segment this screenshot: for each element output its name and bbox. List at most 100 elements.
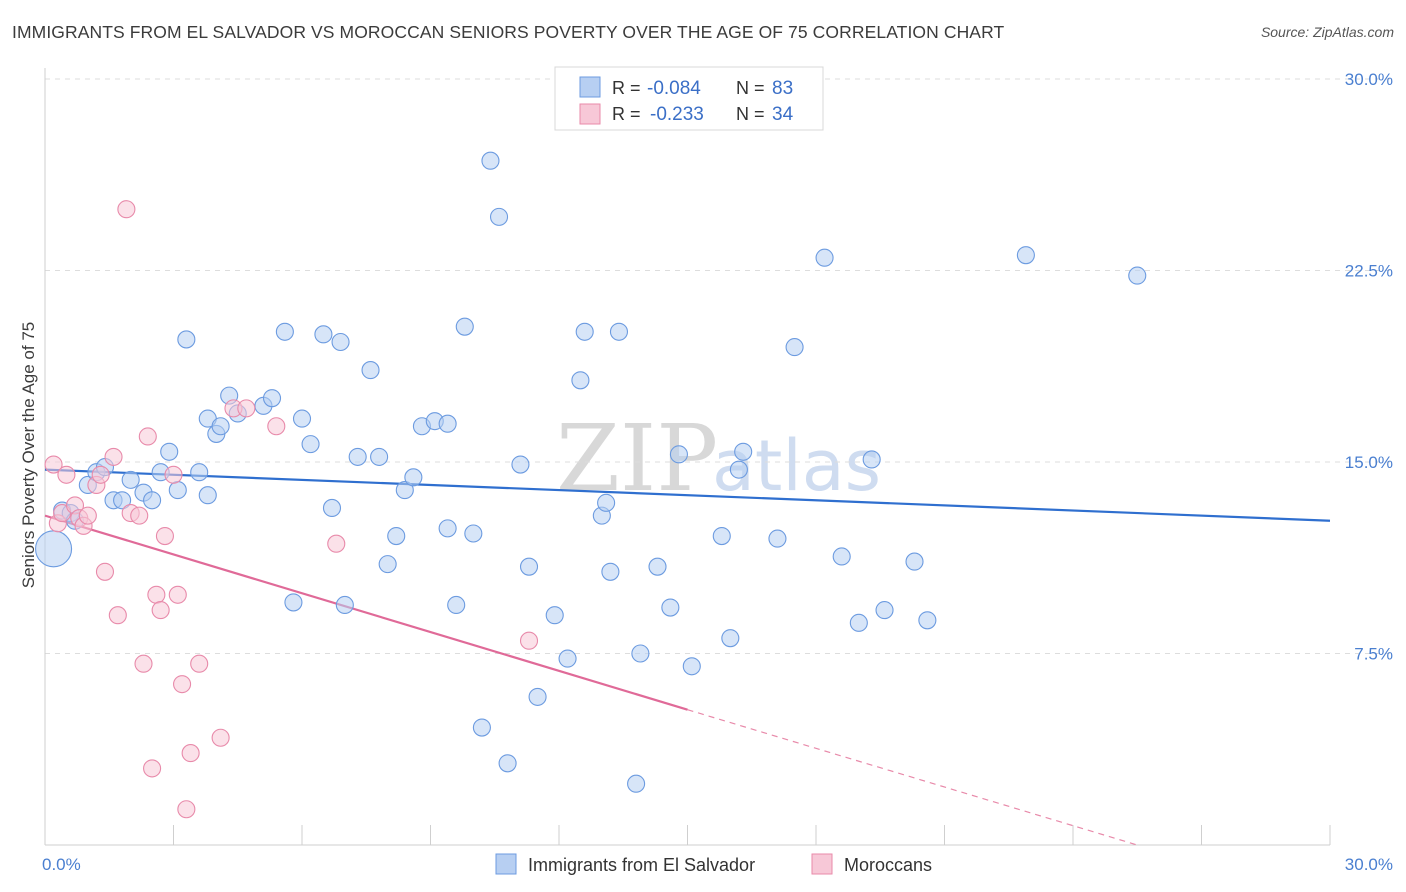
trend-line-dashed-moroccans — [687, 709, 1138, 846]
point-moroccans-27 — [190, 654, 209, 673]
point-moroccans-21 — [155, 526, 174, 546]
point-el-salvador-37 — [387, 526, 406, 546]
point-moroccans-11 — [104, 447, 123, 466]
point-moroccans-0 — [44, 455, 63, 474]
y-tick-label-3: 30.0% — [1345, 70, 1393, 89]
bottom-legend: Immigrants from El Salvador Moroccans — [495, 853, 932, 875]
axes — [44, 68, 1331, 846]
point-el-salvador-45 — [455, 317, 474, 336]
point-moroccans-18 — [143, 759, 162, 778]
legend-swatch-blue — [579, 76, 601, 98]
point-el-salvador-81 — [1016, 246, 1035, 265]
point-moroccans-10 — [95, 562, 115, 581]
point-el-salvador-11 — [143, 491, 162, 510]
point-el-salvador-25 — [275, 322, 294, 341]
point-el-salvador-27 — [292, 409, 312, 428]
point-el-salvador-46 — [464, 524, 483, 543]
y-axis-label: Seniors Poverty Over the Age of 75 — [19, 322, 38, 588]
point-el-salvador-28 — [301, 435, 320, 454]
point-el-salvador-60 — [601, 562, 620, 581]
point-el-salvador-64 — [648, 557, 667, 576]
point-el-salvador-14 — [168, 481, 187, 500]
point-moroccans-17 — [138, 427, 157, 446]
point-el-salvador-78 — [875, 601, 894, 620]
point-moroccans-28 — [211, 728, 230, 747]
point-el-salvador-9 — [121, 470, 140, 489]
point-el-salvador-79 — [905, 552, 924, 571]
point-moroccans-13 — [117, 200, 136, 219]
x-tick-labels: 0.0% 30.0% — [42, 855, 1393, 874]
bottom-legend-label-moroccans: Moroccans — [844, 855, 932, 875]
point-el-salvador-15 — [177, 330, 196, 349]
point-moroccans-22 — [164, 465, 183, 484]
point-el-salvador-31 — [331, 332, 350, 352]
point-el-salvador-76 — [849, 613, 868, 632]
point-el-salvador-29 — [314, 325, 333, 344]
point-moroccans-30 — [237, 399, 256, 418]
bottom-legend-swatch-moroccans — [811, 853, 833, 875]
point-el-salvador-8 — [113, 491, 132, 510]
point-el-salvador-67 — [682, 657, 701, 676]
point-el-salvador-39 — [404, 468, 423, 487]
point-el-salvador-73 — [785, 338, 804, 357]
bottom-legend-swatch-el-salvador — [495, 853, 517, 875]
point-el-salvador-75 — [832, 547, 851, 566]
legend-r-label-1: R = — [612, 78, 641, 98]
point-el-salvador-38 — [395, 481, 414, 500]
point-el-salvador-61 — [609, 322, 629, 341]
point-moroccans-15 — [130, 506, 149, 525]
point-moroccans-32 — [327, 534, 346, 553]
point-el-salvador-62 — [627, 774, 646, 793]
source-label: Source: ZipAtlas.com — [1260, 24, 1394, 40]
point-el-salvador-82 — [1128, 266, 1147, 285]
point-el-salvador-80 — [918, 611, 937, 630]
point-el-salvador-56 — [571, 371, 590, 390]
point-moroccans-19 — [147, 585, 166, 604]
point-el-salvador-48 — [481, 151, 500, 170]
top-legend: R = -0.084 N = 83 R = -0.233 N = 34 — [554, 66, 824, 131]
point-el-salvador-66 — [669, 445, 688, 464]
point-moroccans-3 — [57, 465, 76, 484]
y-tick-label-0: 7.5% — [1354, 645, 1393, 664]
point-el-salvador-34 — [361, 361, 380, 380]
point-el-salvador-24 — [262, 389, 282, 408]
point-moroccans-24 — [173, 675, 192, 694]
y-tick-labels: 7.5% 15.0% 22.5% 30.0% — [1345, 70, 1393, 664]
point-el-salvador-74 — [815, 248, 834, 267]
point-moroccans-7 — [78, 506, 97, 525]
point-moroccans-16 — [134, 654, 153, 673]
point-el-salvador-72 — [768, 529, 787, 548]
point-el-salvador-68 — [712, 526, 731, 546]
trend-line-moroccans — [44, 514, 688, 711]
point-el-salvador-69 — [721, 629, 740, 648]
x-tick-label-1: 30.0% — [1345, 855, 1393, 874]
point-el-salvador-51 — [511, 455, 530, 474]
legend-r-value-1: -0.084 — [647, 78, 701, 99]
point-el-salvador-36 — [378, 555, 397, 574]
point-el-salvador-30 — [322, 498, 342, 518]
data-points — [35, 151, 1147, 819]
point-el-salvador-0 — [35, 530, 73, 568]
point-el-salvador-49 — [489, 207, 509, 226]
legend-r-label-2: R = — [612, 104, 641, 124]
point-el-salvador-55 — [558, 649, 577, 668]
trend-line-el-salvador — [44, 468, 1331, 522]
point-moroccans-12 — [108, 606, 127, 625]
y-tick-label-1: 15.0% — [1345, 453, 1393, 472]
point-moroccans-33 — [519, 631, 539, 650]
point-moroccans-31 — [267, 417, 286, 436]
trend-lines — [44, 468, 1331, 846]
legend-n-value-1: 83 — [772, 78, 793, 99]
point-el-salvador-43 — [438, 414, 457, 433]
point-moroccans-20 — [151, 601, 170, 620]
point-el-salvador-20 — [211, 417, 230, 436]
point-el-salvador-59 — [597, 493, 616, 512]
point-el-salvador-35 — [370, 447, 389, 466]
point-el-salvador-16 — [190, 463, 209, 482]
point-el-salvador-53 — [528, 687, 547, 706]
legend-n-label-2: N = — [736, 104, 765, 124]
point-el-salvador-71 — [734, 442, 753, 461]
point-el-salvador-54 — [545, 606, 564, 625]
bottom-legend-label-el-salvador: Immigrants from El Salvador — [528, 855, 755, 875]
point-moroccans-23 — [168, 585, 187, 604]
